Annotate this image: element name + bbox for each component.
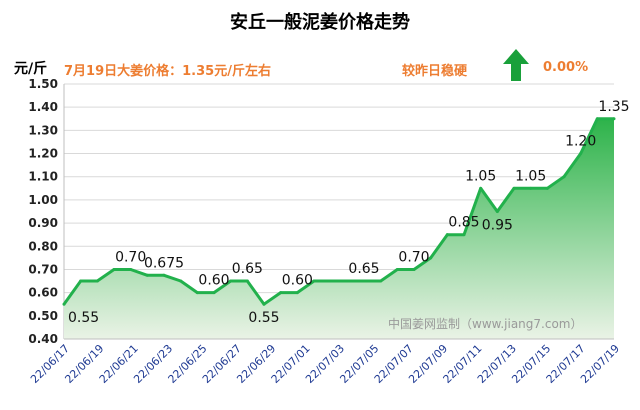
y-tick-label: 0.50 [28, 309, 58, 323]
data-label: 1.05 [465, 168, 496, 184]
y-tick-label: 0.90 [28, 216, 58, 230]
data-point [495, 210, 499, 213]
y-tick-label: 0.70 [28, 262, 58, 276]
data-point [145, 273, 149, 277]
data-point [295, 291, 299, 295]
data-label: 0.65 [232, 261, 263, 277]
data-label: 1.35 [598, 99, 629, 115]
y-axis: 0.40 0.50 0.60 0.70 0.80 0.90 1.00 1.10 1.20 1.30… [28, 77, 65, 346]
data-point [379, 279, 383, 283]
y-tick-label: 1.10 [28, 170, 58, 184]
y-tick-label: 0.60 [28, 286, 58, 300]
data-point [162, 273, 166, 277]
data-point [279, 291, 283, 295]
y-tick-label: 1.20 [28, 147, 58, 161]
price-info: 7月19日大姜价格：1.35元/斤左右 [64, 64, 271, 79]
data-point [412, 267, 416, 271]
data-point [595, 117, 599, 121]
data-point [62, 302, 66, 306]
data-point [362, 279, 366, 283]
data-point [545, 186, 549, 190]
price-area [64, 118, 614, 339]
data-label: 0.70 [398, 249, 429, 265]
data-point [579, 152, 583, 156]
data-point [529, 186, 533, 190]
up-arrow-icon [503, 49, 529, 81]
data-point [312, 279, 316, 283]
data-point [112, 267, 116, 271]
data-label: 0.55 [248, 310, 279, 326]
y-tick-label: 1.30 [28, 123, 58, 137]
y-tick-label: 1.50 [28, 77, 58, 91]
data-point [395, 267, 399, 271]
data-point [345, 279, 349, 283]
data-points [62, 117, 616, 306]
data-label: 1.05 [515, 168, 546, 184]
y-tick-label: 0.40 [28, 332, 58, 346]
data-label: 0.55 [68, 310, 99, 326]
data-point [179, 279, 183, 283]
data-point [462, 233, 466, 237]
change-percent: 0.00% [543, 60, 589, 75]
watermark: 中国姜网监制（www.jiang7.com） [388, 316, 582, 331]
data-point [445, 233, 449, 237]
data-point [512, 186, 516, 190]
data-point [229, 279, 233, 283]
data-point [195, 291, 199, 295]
data-point [245, 279, 249, 283]
data-label: 0.95 [482, 218, 513, 234]
data-point [562, 175, 566, 179]
data-label: 0.60 [282, 273, 313, 289]
price-line [62, 117, 614, 306]
data-label: 0.70 [115, 249, 146, 265]
data-point [612, 117, 616, 121]
data-point [479, 186, 483, 190]
chart-title: 安丘一般泥姜价格走势 [230, 12, 410, 33]
y-tick-label: 0.80 [28, 239, 58, 253]
data-point [95, 279, 99, 283]
data-point [329, 279, 333, 283]
y-tick-label: 1.00 [28, 193, 58, 207]
data-label: 0.60 [198, 273, 229, 289]
x-axis: 22/06/1722/06/1922/06/2122/06/2322/06/25… [28, 338, 622, 386]
data-point [79, 279, 83, 283]
data-point [212, 291, 216, 295]
compare-text: 较昨日稳硬 [402, 64, 468, 79]
data-labels: 0.550.700.6750.600.650.550.600.650.700.8… [68, 99, 630, 326]
data-label: 0.85 [448, 215, 479, 231]
data-label: 0.675 [144, 255, 184, 271]
data-point [129, 267, 133, 271]
y-tick-label: 1.40 [28, 100, 58, 114]
data-label: 1.20 [565, 134, 596, 150]
y-axis-unit: 元/斤 [14, 61, 48, 77]
data-label: 0.65 [348, 261, 379, 277]
data-point [262, 302, 266, 306]
data-point [429, 256, 433, 260]
